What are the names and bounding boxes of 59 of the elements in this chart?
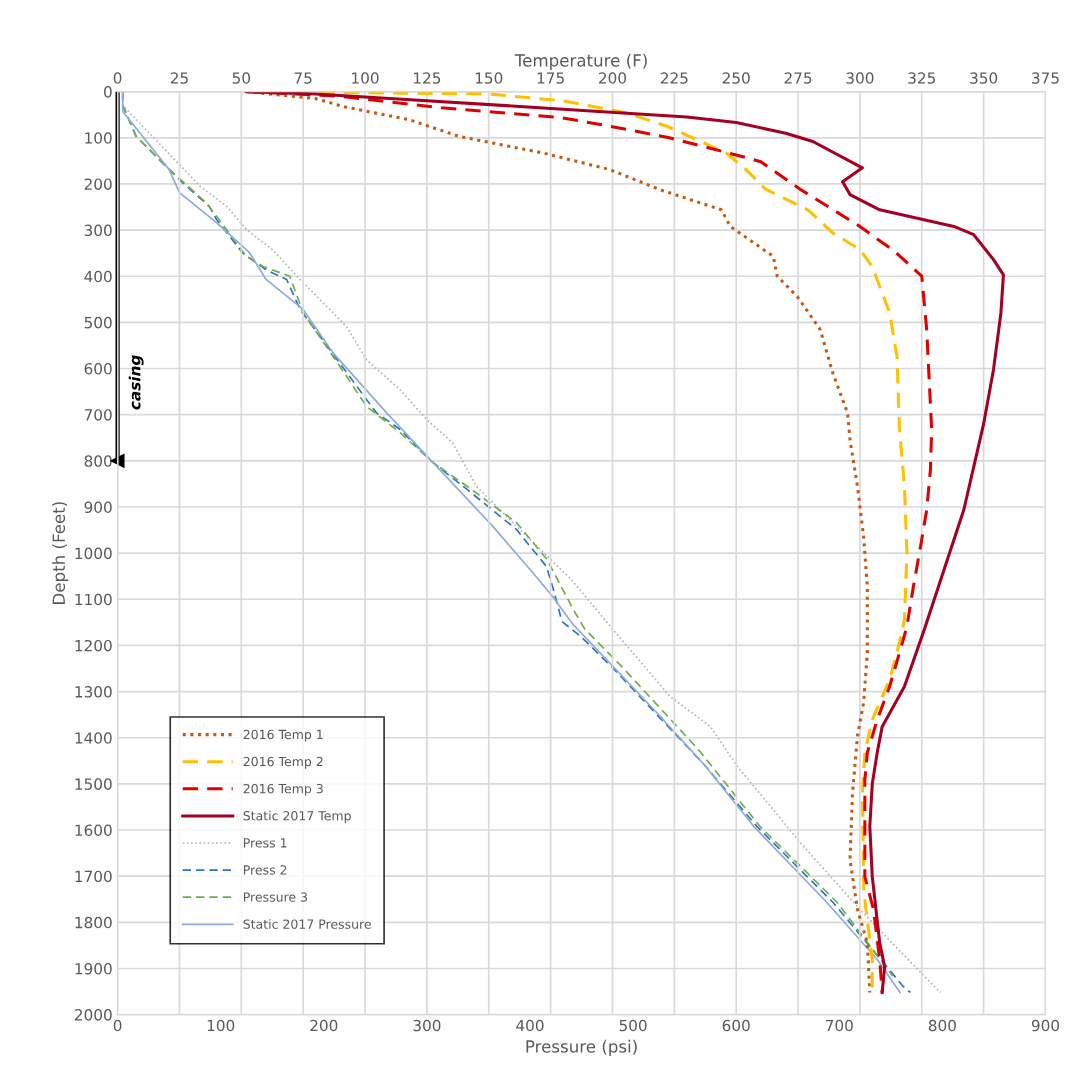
x2-tick-label: 225 <box>660 72 688 84</box>
legend-label: 2016 Temp 1 <box>243 729 323 742</box>
y-tick-label: 1700 <box>75 870 112 883</box>
y-tick-label: 0 <box>104 86 112 98</box>
x-tick-label: 100 <box>207 1019 235 1032</box>
y-axis-title: Depth (Feet) <box>52 502 69 604</box>
x-tick-label: 700 <box>825 1019 853 1032</box>
x-axis-title: Pressure (psi) <box>526 1039 637 1056</box>
y-tick-label: 1000 <box>75 547 112 560</box>
x-tick-label: 400 <box>516 1019 544 1032</box>
y-tick-label: 200 <box>84 178 112 190</box>
legend-label: Pressure 3 <box>243 892 308 902</box>
y-tick-label: 100 <box>85 132 112 144</box>
x-tick-label: 300 <box>413 1019 441 1032</box>
x2-tick-label: 200 <box>599 72 627 84</box>
x-tick-label: 500 <box>619 1019 647 1032</box>
x2-tick-label: 75 <box>294 72 312 84</box>
x2-tick-label: 275 <box>784 72 812 84</box>
x2-tick-label: 375 <box>1032 72 1059 84</box>
y-tick-label: 1800 <box>75 916 112 929</box>
legend-label: Press 2 <box>243 865 287 875</box>
y-tick-label: 1400 <box>75 732 112 744</box>
x2-tick-label: 250 <box>722 72 750 84</box>
y-tick-label: 300 <box>84 224 112 237</box>
x2-tick-label: 300 <box>846 72 874 84</box>
legend-label: Press 1 <box>243 838 287 848</box>
legend-label: Static 2017 Pressure <box>243 919 371 929</box>
x2-tick-label: 325 <box>908 72 936 84</box>
legend-label: Static 2017 Temp <box>243 810 351 823</box>
y-tick-label: 1100 <box>75 593 112 606</box>
x2-tick-label: 100 <box>352 72 379 84</box>
y-tick-label: 1900 <box>75 962 112 975</box>
x-tick-label: 200 <box>310 1019 338 1032</box>
y-tick-label: 1500 <box>75 778 112 790</box>
x-tick-label: 0 <box>113 1019 122 1032</box>
x2-tick-label: 25 <box>170 72 188 84</box>
y-tick-label: 800 <box>84 455 112 467</box>
text: casing <box>128 355 144 410</box>
y-tick-label: 2000 <box>74 1009 112 1021</box>
x2-tick-label: 350 <box>970 72 998 84</box>
x2-tick-label: 50 <box>232 72 251 84</box>
legend-label: 2016 Temp 2 <box>243 756 323 769</box>
x2-tick-label: 150 <box>475 72 503 84</box>
y-tick-label: 600 <box>84 363 112 375</box>
y-tick-label: 1300 <box>75 686 112 698</box>
x2-axis-title: Temperature (F) <box>514 53 647 70</box>
legend-label: 2016 Temp 3 <box>243 783 323 796</box>
x-tick-label: 900 <box>1031 1019 1060 1032</box>
y-tick-label: 700 <box>84 409 112 421</box>
y-tick-label: 400 <box>84 270 112 283</box>
x2-tick-label: 175 <box>537 72 564 84</box>
x2-tick-label: 0 <box>113 72 122 84</box>
y-tick-label: 1200 <box>75 639 112 652</box>
x-tick-label: 600 <box>722 1019 750 1032</box>
y-tick-label: 1600 <box>75 824 112 837</box>
x2-tick-label: 125 <box>413 72 441 84</box>
x-tick-label: 800 <box>928 1019 956 1032</box>
y-tick-label: 900 <box>84 501 112 514</box>
y-tick-label: 500 <box>84 316 112 329</box>
